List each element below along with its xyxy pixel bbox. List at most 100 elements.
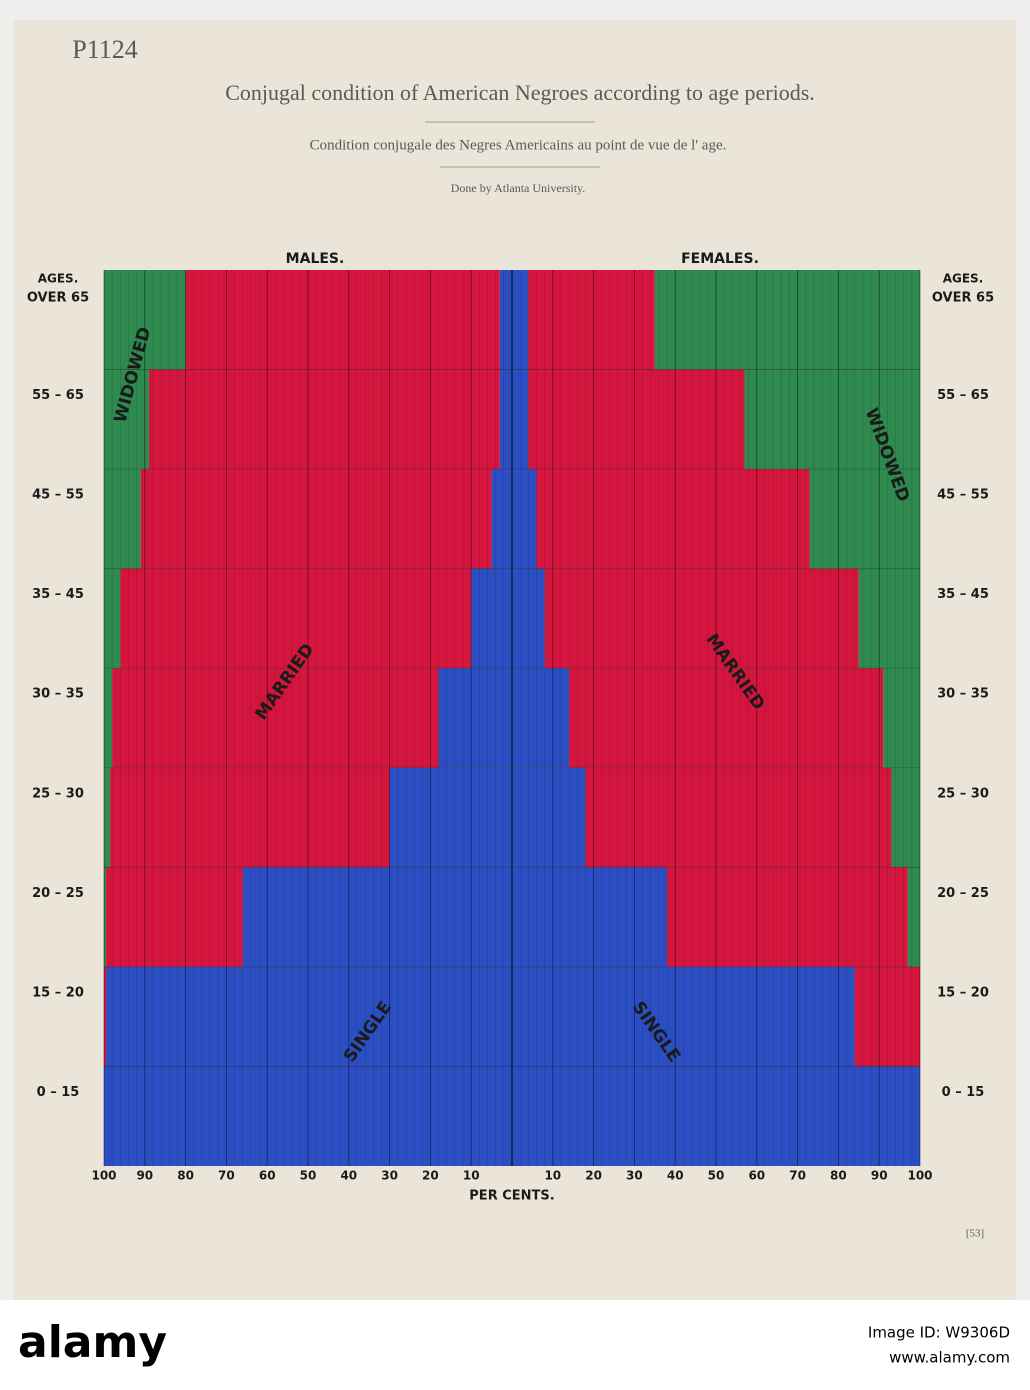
x-tick-label: 90 xyxy=(136,1169,153,1183)
category-label: 20 – 25 xyxy=(32,886,84,901)
bar-segment xyxy=(907,867,920,967)
bar-segment xyxy=(104,767,111,868)
bar-segment xyxy=(512,1066,920,1166)
x-tick-label: 60 xyxy=(748,1169,765,1183)
bar-segment xyxy=(104,867,107,967)
x-tick-label: 80 xyxy=(177,1169,194,1183)
bar-segment xyxy=(140,469,492,569)
bar-segment xyxy=(536,469,810,569)
bar-segment xyxy=(104,469,141,569)
bar-segment xyxy=(120,568,472,669)
bar-segment xyxy=(499,270,512,370)
x-tick-label: 60 xyxy=(259,1169,276,1183)
category-label: 30 – 35 xyxy=(937,687,989,702)
bar-segment xyxy=(858,568,920,669)
x-tick-label: 100 xyxy=(907,1169,932,1183)
bar-segment xyxy=(438,668,512,768)
x-tick-label: 70 xyxy=(218,1169,235,1183)
handwritten-note: P1124 xyxy=(72,35,138,64)
bar-segment xyxy=(106,966,512,1067)
bar-segment xyxy=(512,270,529,370)
bar-segment xyxy=(242,867,512,967)
bar-segment xyxy=(512,369,529,470)
category-label: OVER 65 xyxy=(27,291,89,306)
bar-segment xyxy=(512,867,668,967)
x-tick-label: 40 xyxy=(340,1169,357,1183)
bar-segment xyxy=(104,668,113,768)
bar-segment xyxy=(512,767,586,868)
x-tick-label: 100 xyxy=(91,1169,116,1183)
bar-segment xyxy=(104,1066,512,1166)
category-label: OVER 65 xyxy=(932,291,994,306)
category-label: 55 – 65 xyxy=(937,388,989,403)
x-axis-label: PER CENTS. xyxy=(469,1189,554,1204)
category-label: 25 – 30 xyxy=(937,786,989,801)
bar-segment xyxy=(891,767,920,868)
bar-segment xyxy=(569,668,884,768)
group-label: FEMALES. xyxy=(681,251,759,267)
category-label: 20 – 25 xyxy=(937,886,989,901)
x-tick-label: 30 xyxy=(381,1169,398,1183)
bar-segment xyxy=(544,568,859,669)
bar-segment xyxy=(512,469,537,569)
bar-segment xyxy=(883,668,920,768)
bar-segment xyxy=(148,369,500,470)
bar-segment xyxy=(512,668,570,768)
bar-segment xyxy=(809,469,920,569)
x-tick-label: 10 xyxy=(463,1169,480,1183)
group-label: MALES. xyxy=(286,251,345,267)
watermark-brand: alamy xyxy=(18,1317,167,1368)
category-label: 45 – 55 xyxy=(937,488,989,503)
bar-segment xyxy=(104,270,186,370)
category-label: 55 – 65 xyxy=(32,388,84,403)
bar-segment xyxy=(667,867,908,967)
x-tick-label: 30 xyxy=(626,1169,643,1183)
ages-label: AGES. xyxy=(943,272,984,286)
bar-segment xyxy=(104,369,149,470)
bar-segment xyxy=(744,369,920,470)
bar-segment xyxy=(585,767,892,868)
category-label: 25 – 30 xyxy=(32,786,84,801)
x-tick-label: 50 xyxy=(708,1169,725,1183)
bar-segment xyxy=(389,767,512,868)
category-label: 15 – 20 xyxy=(32,985,84,1000)
credit: Done by Atlanta University. xyxy=(451,181,586,195)
bar-segment xyxy=(854,966,920,1067)
x-tick-label: 90 xyxy=(871,1169,888,1183)
page-number: [53] xyxy=(966,1228,984,1240)
x-tick-label: 10 xyxy=(544,1169,561,1183)
chart-subtitle: Condition conjugale des Negres Americain… xyxy=(310,137,727,153)
bar-segment xyxy=(528,369,745,470)
bar-segment xyxy=(491,469,512,569)
footer xyxy=(0,1300,1030,1390)
bar-segment xyxy=(112,668,439,768)
category-label: 0 – 15 xyxy=(942,1085,985,1100)
category-label: 15 – 20 xyxy=(937,985,989,1000)
x-tick-label: 20 xyxy=(585,1169,602,1183)
category-label: 35 – 45 xyxy=(32,587,84,602)
bar-segment xyxy=(104,966,107,1067)
watermark-url: www.alamy.com xyxy=(889,1349,1010,1367)
category-label: 0 – 15 xyxy=(37,1085,80,1100)
x-tick-label: 70 xyxy=(789,1169,806,1183)
bar-segment xyxy=(512,568,545,669)
category-label: 30 – 35 xyxy=(32,687,84,702)
bar-segment xyxy=(471,568,512,669)
bar-segment xyxy=(654,270,920,370)
ages-label: AGES. xyxy=(38,272,79,286)
category-label: 35 – 45 xyxy=(937,587,989,602)
bar-segment xyxy=(104,568,121,669)
bar-segment xyxy=(499,369,512,470)
watermark-id: Image ID: W9306D xyxy=(868,1324,1010,1342)
bar-segment xyxy=(110,767,390,868)
x-tick-label: 40 xyxy=(667,1169,684,1183)
bar-segment xyxy=(512,966,855,1067)
category-label: 45 – 55 xyxy=(32,488,84,503)
bar-segment xyxy=(185,270,500,370)
x-tick-label: 50 xyxy=(300,1169,317,1183)
x-tick-label: 20 xyxy=(422,1169,439,1183)
chart-title: Conjugal condition of American Negroes a… xyxy=(225,80,815,105)
bar-segment xyxy=(528,270,655,370)
